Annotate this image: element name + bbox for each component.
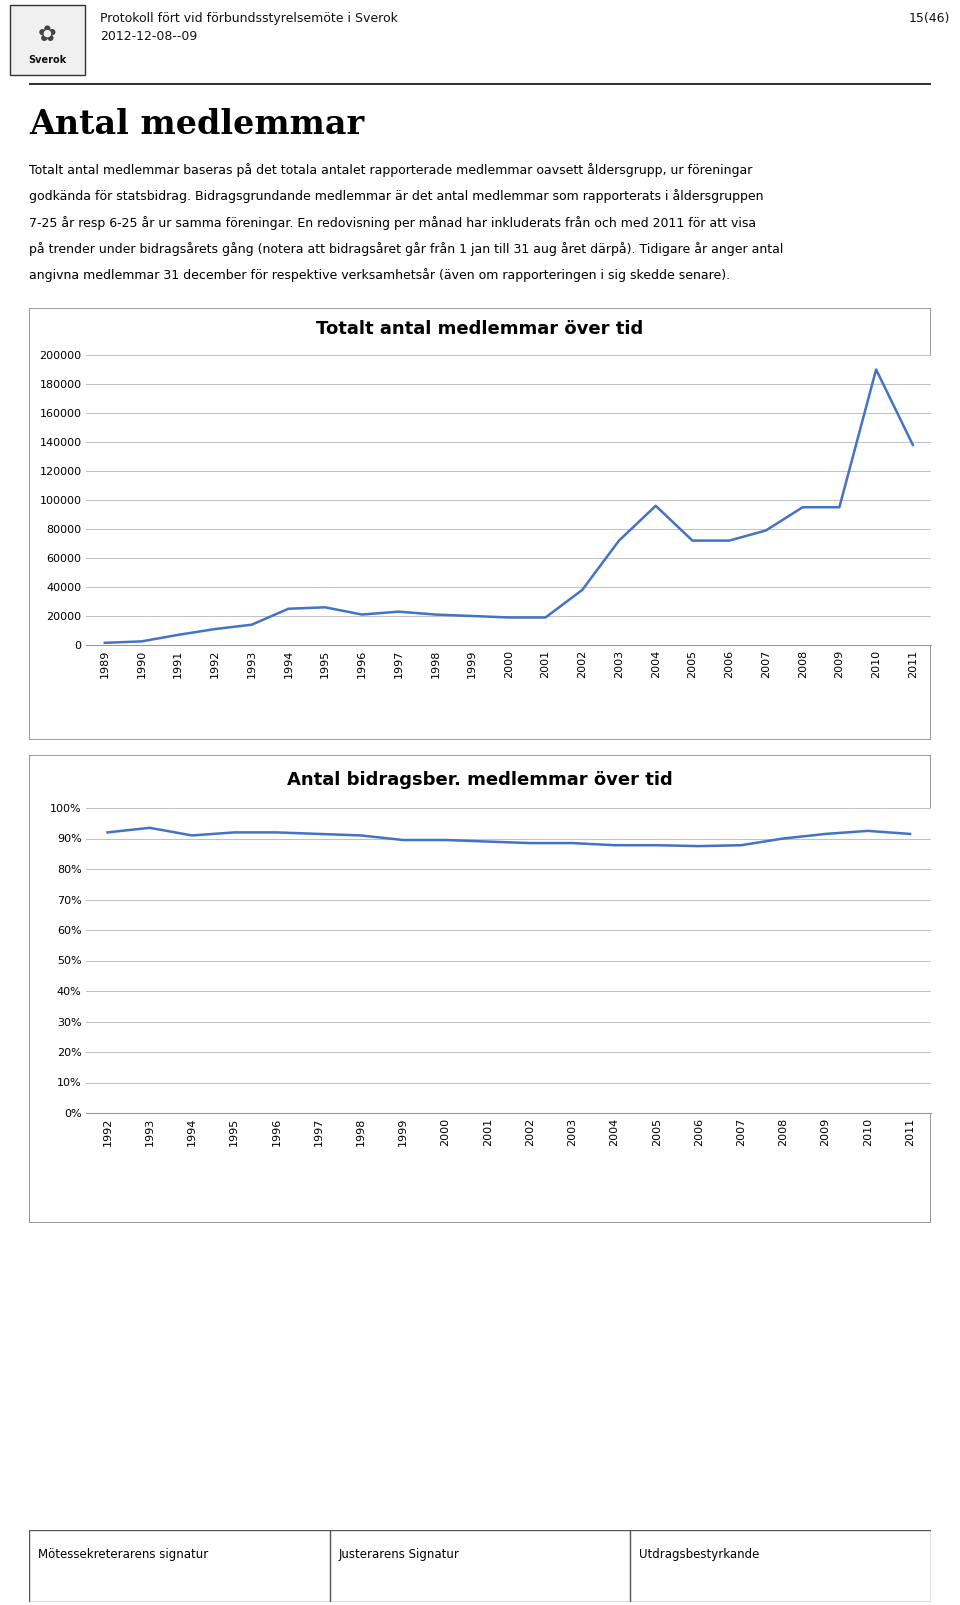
Bar	[10, 5, 85, 75]
Text: angivna medlemmar 31 december för respektive verksamhetsår (även om rapportering: angivna medlemmar 31 december för respek…	[29, 268, 730, 282]
Text: Antal bidragsber. medlemmar över tid: Antal bidragsber. medlemmar över tid	[287, 770, 673, 790]
Text: Mötessekreterarens signatur: Mötessekreterarens signatur	[37, 1547, 208, 1562]
Text: ✿: ✿	[38, 26, 57, 45]
Text: Protokoll fört vid förbundsstyrelsemöte i Sverok: Protokoll fört vid förbundsstyrelsemöte …	[100, 11, 397, 26]
Text: 2012-12-08--09: 2012-12-08--09	[100, 30, 197, 43]
Text: Antal medlemmar: Antal medlemmar	[29, 108, 364, 141]
Text: 7-25 år resp 6-25 år ur samma föreningar. En redovisning per månad har inkludera: 7-25 år resp 6-25 år ur samma föreningar…	[29, 215, 756, 230]
Text: Utdragsbestyrkande: Utdragsbestyrkande	[639, 1547, 759, 1562]
Text: på trender under bidragsårets gång (notera att bidragsåret går från 1 jan till 3: på trender under bidragsårets gång (note…	[29, 242, 783, 255]
Text: Sverok: Sverok	[29, 55, 66, 64]
Text: Totalt antal medlemmar över tid: Totalt antal medlemmar över tid	[317, 321, 643, 339]
Text: Totalt antal medlemmar baseras på det totala antalet rapporterade medlemmar oavs: Totalt antal medlemmar baseras på det to…	[29, 164, 753, 177]
Text: Justerarens Signatur: Justerarens Signatur	[339, 1547, 460, 1562]
Text: 15(46): 15(46)	[908, 11, 950, 26]
Text: godkända för statsbidrag. Bidragsgrundande medlemmar är det antal medlemmar som : godkända för statsbidrag. Bidragsgrundan…	[29, 189, 763, 204]
